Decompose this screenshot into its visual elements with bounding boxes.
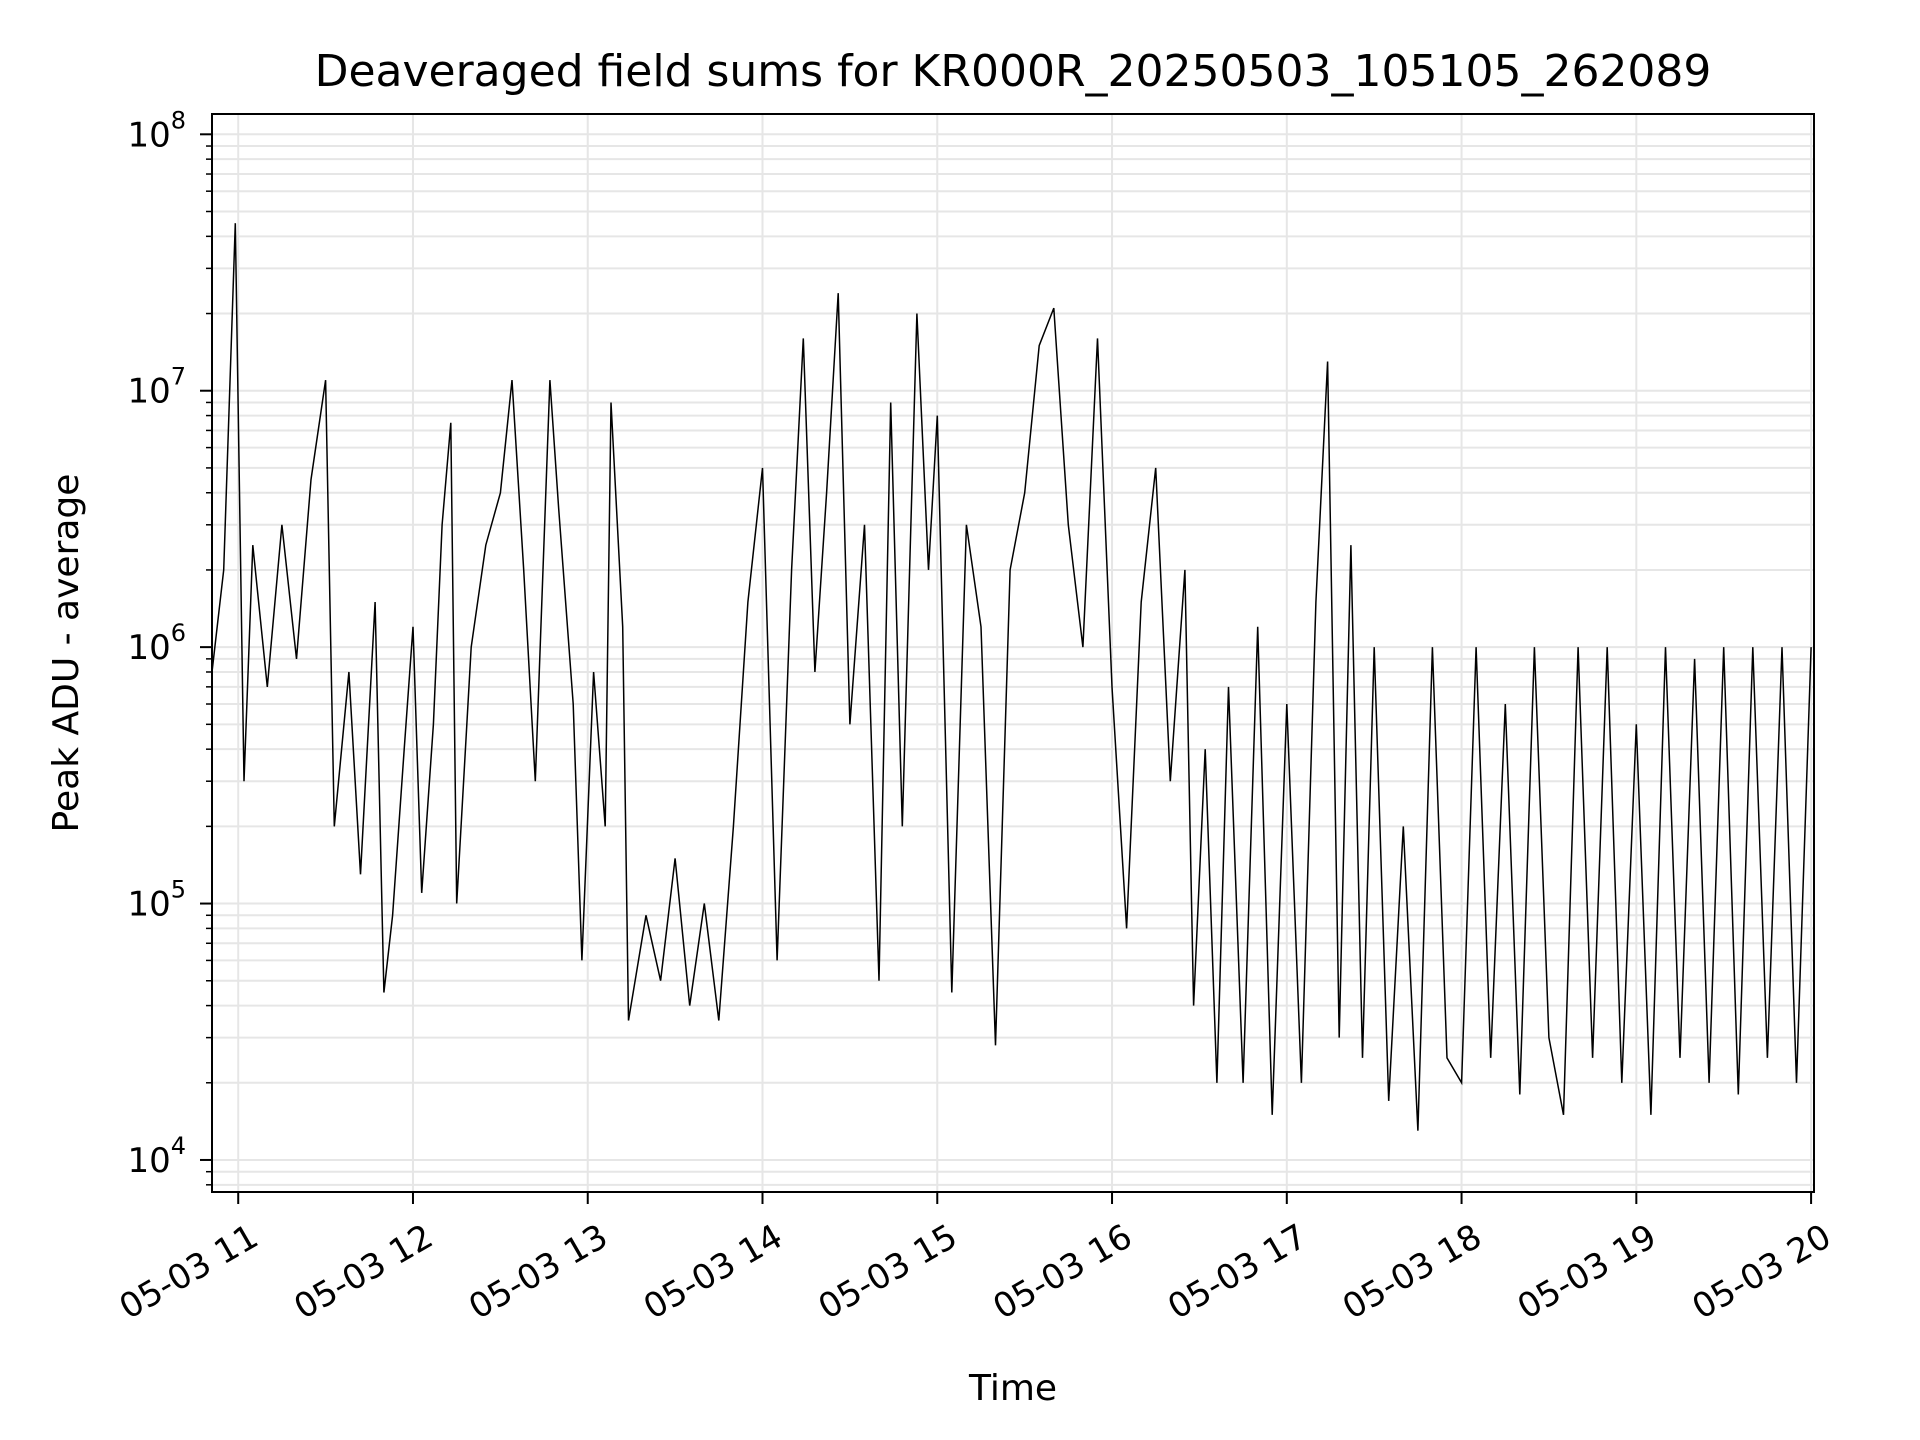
y-tick-base: 10	[127, 372, 170, 412]
y-tick-exponent: 7	[171, 363, 186, 391]
y-tick-base: 10	[127, 115, 170, 155]
y-tick-label: 105	[127, 876, 186, 925]
y-tick-label: 108	[127, 106, 186, 155]
grid-lines	[212, 114, 1814, 1192]
y-tick-exponent: 8	[171, 106, 186, 134]
data-series	[211, 223, 1812, 1131]
y-tick-base: 10	[127, 628, 170, 668]
x-axis-label: Time	[968, 1368, 1057, 1409]
chart-title: Deaveraged field sums for KR000R_2025050…	[315, 46, 1712, 97]
plot-frame	[211, 113, 1815, 1193]
y-tick-exponent: 4	[171, 1132, 186, 1160]
y-tick-exponent: 5	[171, 876, 186, 904]
series-line	[211, 223, 1812, 1131]
y-tick-base: 10	[127, 1141, 170, 1181]
y-tick-base: 10	[127, 885, 170, 925]
y-axis-label: Peak ADU - average	[46, 474, 87, 833]
y-tick-exponent: 6	[171, 619, 186, 647]
y-tick-label: 106	[127, 619, 186, 668]
y-tick-label: 107	[127, 363, 186, 412]
y-tick-label: 104	[127, 1132, 186, 1181]
